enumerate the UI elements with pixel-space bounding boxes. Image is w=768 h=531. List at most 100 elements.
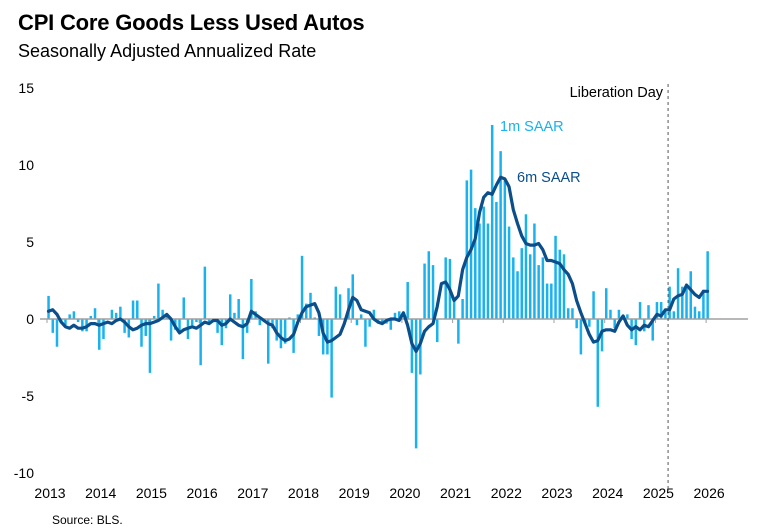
bar-1m-saar: [250, 278, 253, 319]
bar-1m-saar: [119, 306, 122, 319]
bar-1m-saar: [414, 319, 418, 449]
bar-1m-saar: [626, 314, 629, 319]
bar-1m-saar: [300, 255, 304, 319]
bar-1m-saar: [575, 319, 578, 329]
bar-1m-saar: [537, 265, 540, 319]
bar-1m-saar: [140, 319, 143, 347]
bar-1m-saar: [600, 319, 604, 352]
bar-1m-saar: [157, 283, 160, 319]
bar-1m-saar: [689, 271, 692, 319]
bar-1m-saar: [397, 311, 401, 319]
x-tick-label: 2020: [389, 485, 420, 501]
bar-1m-saar: [313, 317, 316, 319]
bar-1m-saar: [655, 302, 659, 319]
bar-1m-saar: [550, 283, 553, 319]
bar-1m-saar: [465, 180, 469, 319]
bar-1m-saar: [634, 319, 638, 346]
bar-1m-saar: [520, 248, 523, 319]
bar-1m-saar: [220, 319, 224, 346]
bar-1m-saar: [93, 308, 97, 319]
bar-1m-saar: [355, 319, 359, 326]
bar-1m-saar: [541, 257, 545, 319]
bar-1m-saar: [161, 309, 164, 319]
bar-1m-saar: [330, 319, 333, 398]
bar-1m-saar: [207, 319, 211, 324]
x-tick-label: 2024: [592, 485, 623, 501]
bar-1m-saar: [478, 223, 481, 319]
bar-1m-saar: [490, 124, 494, 320]
bar-1m-saar: [512, 257, 515, 319]
x-tick-label: 2016: [187, 485, 218, 501]
chart-subtitle: Seasonally Adjusted Annualized Rate: [18, 41, 317, 61]
bar-1m-saar: [368, 319, 371, 327]
bar-1m-saar: [68, 314, 71, 319]
bar-1m-saar: [533, 223, 536, 319]
bar-1m-saar: [545, 283, 549, 319]
bar-1m-saar: [389, 319, 393, 330]
y-tick-label: 15: [18, 80, 34, 96]
bar-1m-saar: [72, 311, 76, 319]
bar-1m-saar: [114, 312, 118, 319]
bar-1m-saar: [237, 298, 240, 319]
bar-1m-saar: [469, 169, 473, 319]
bar-1m-saar: [203, 266, 207, 319]
bar-1m-saar: [283, 319, 287, 344]
y-tick-label: -5: [22, 388, 35, 404]
x-tick-label: 2025: [643, 485, 674, 501]
x-tick-label: 2021: [440, 485, 471, 501]
bar-1m-saar: [609, 309, 612, 319]
bar-1m-saar: [566, 308, 570, 319]
source-note: Source: BLS.: [52, 513, 123, 527]
x-tick-label: 2013: [34, 485, 65, 501]
bar-1m-saar: [169, 319, 173, 341]
bar-1m-saar: [326, 319, 329, 355]
bar-1m-saar: [554, 235, 557, 319]
bar-1m-saar: [228, 294, 232, 319]
series-line-6m-saar: [46, 175, 710, 353]
x-tick-label: 2018: [288, 485, 319, 501]
y-tick-label: -10: [14, 465, 34, 481]
bar-1m-saar: [562, 254, 566, 319]
liberation-day-label: Liberation Day: [570, 85, 664, 101]
bar-1m-saar: [258, 319, 262, 326]
bar-1m-saar: [461, 298, 464, 319]
bar-1m-saar: [482, 206, 485, 319]
bar-1m-saar: [131, 300, 135, 319]
x-tick-label: 2019: [339, 485, 370, 501]
bar-1m-saar: [136, 300, 139, 319]
x-tick-label: 2015: [136, 485, 167, 501]
bar-1m-saar: [245, 319, 249, 333]
bar-1m-saar: [190, 319, 194, 326]
bar-1m-saar: [613, 319, 616, 329]
bar-1m-saar: [372, 309, 376, 319]
x-tick-label: 2014: [85, 485, 116, 501]
bar-1m-saar: [436, 319, 439, 343]
bar-1m-saar: [676, 268, 680, 319]
bar-1m-saar: [279, 319, 283, 349]
x-tick-label: 2026: [694, 485, 725, 501]
bar-1m-saar: [338, 294, 342, 319]
bar-1m-saar: [486, 223, 490, 319]
bar-1m-saar: [76, 319, 80, 323]
bar-1m-saar: [605, 288, 608, 319]
x-tick-label: 2022: [491, 485, 522, 501]
bar-1m-saar: [617, 309, 621, 319]
bar-1m-saar: [524, 214, 528, 319]
bar-1m-saar: [199, 319, 202, 366]
bar-1m-saar: [102, 319, 105, 340]
bar-1m-saar: [503, 180, 507, 319]
bar-1m-saar: [233, 312, 236, 319]
bar-1m-saar: [152, 315, 156, 319]
bar-1m-saar: [178, 319, 181, 332]
bar-1m-saar: [579, 319, 583, 355]
bar-1m-saar: [55, 319, 59, 347]
bar-1m-saar: [706, 251, 709, 319]
bar-1m-saar: [216, 319, 219, 333]
bar-1m-saar: [241, 319, 245, 360]
bar-1m-saar: [144, 319, 147, 336]
chart-title: CPI Core Goods Less Used Autos: [18, 10, 365, 35]
bar-1m-saar: [528, 254, 532, 319]
series-label-1m-saar: 1m SAAR: [500, 119, 564, 135]
bar-1m-saar: [659, 302, 663, 319]
